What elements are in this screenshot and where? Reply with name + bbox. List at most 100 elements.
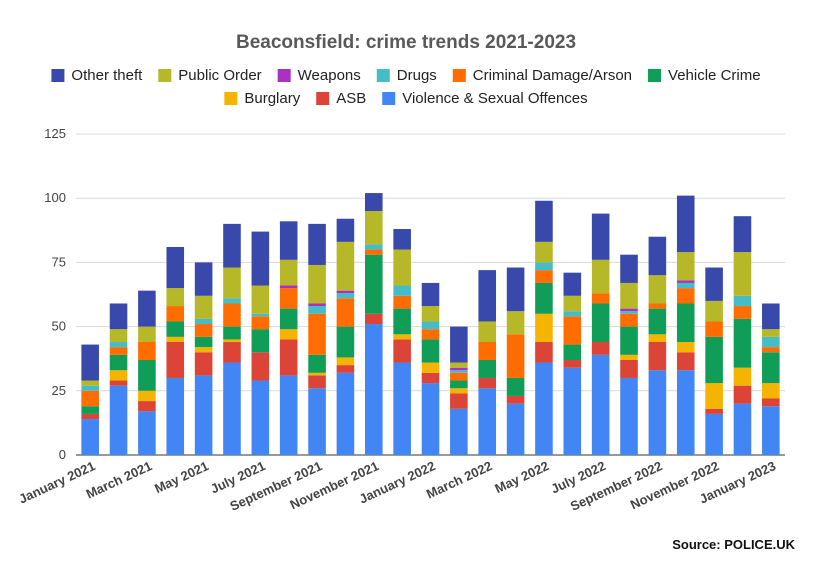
bar-segment-burglary [676, 342, 695, 353]
bar-segment-criminal-damage-arson [166, 306, 185, 322]
bar-segment-violence-sexual-offences [563, 367, 582, 455]
legend-swatch-drugs [376, 69, 390, 82]
bar-segment-vehicle-crime [535, 282, 553, 314]
bar-segment-public-order [251, 285, 270, 314]
bar-segment-other-theft [336, 218, 355, 242]
bar-segment-asb [535, 342, 553, 363]
bar-segment-asb [676, 352, 695, 371]
bar-segment-violence-sexual-offences [620, 377, 638, 455]
bar-segment-vehicle-crime [393, 308, 411, 335]
y-tick-label: 100 [44, 190, 66, 205]
bar-segment-asb [251, 352, 270, 381]
bar-segment-public-order [279, 259, 298, 286]
bar-segment-asb [450, 393, 468, 409]
x-tick-label: May 2021 [152, 458, 211, 496]
bar-segment-criminal-damage-arson [279, 288, 298, 309]
bar-segment-criminal-damage-arson [138, 342, 156, 360]
bar-segment-criminal-damage-arson [81, 390, 99, 407]
bar-segment-public-order [478, 321, 497, 343]
legend-swatch-violence-sexual-offences [382, 92, 396, 105]
bar-segment-public-order [421, 306, 440, 322]
bar-segment-burglary [223, 339, 241, 343]
bar-segment-vehicle-crime [81, 406, 99, 414]
bar-segment-drugs [450, 370, 468, 373]
bar-segment-violence-sexual-offences [535, 362, 553, 455]
bar-segment-burglary [450, 388, 468, 394]
bar-segment-asb [308, 375, 326, 389]
bar-segment-criminal-damage-arson [450, 372, 468, 381]
bar-segment-public-order [364, 211, 383, 245]
bar-segment-drugs [336, 293, 355, 299]
bar-segment-asb [336, 365, 355, 373]
bar-segment-public-order [336, 241, 355, 291]
bar-segment-vehicle-crime [733, 318, 752, 368]
bar-segment-drugs [194, 318, 213, 325]
bar-segment-vehicle-crime [591, 303, 610, 343]
bar-segment-burglary [138, 390, 156, 402]
bar-segment-drugs [733, 295, 752, 307]
bar-segment-burglary [393, 334, 411, 340]
bar-segment-vehicle-crime [563, 344, 582, 360]
bar-segment-drugs [762, 336, 780, 348]
bar-segment-criminal-damage-arson [393, 295, 411, 309]
bar-segment-violence-sexual-offences [279, 375, 298, 455]
bar-segment-violence-sexual-offences [648, 370, 667, 455]
bar-segment-violence-sexual-offences [733, 403, 752, 455]
bar-segment-criminal-damage-arson [364, 249, 383, 255]
bar-segment-asb [223, 342, 241, 363]
bar-segment-burglary [421, 362, 440, 373]
legend-swatch-vehicle-crime [648, 69, 662, 82]
bar-segment-asb [138, 401, 156, 412]
legend-swatch-public-order [158, 69, 172, 82]
bar-segment-criminal-damage-arson [733, 306, 752, 319]
bar-segment-drugs [676, 282, 695, 289]
bar-segment-public-order [194, 295, 213, 319]
chart-title: Beaconsfield: crime trends 2021-2023 [236, 32, 576, 53]
bar-segment-vehicle-crime [336, 326, 355, 358]
bar-segment-asb [648, 342, 667, 371]
bar-segment-drugs [109, 342, 128, 348]
bar-segment-drugs [81, 385, 99, 391]
legend-swatch-burglary [224, 92, 238, 105]
bar-segment-violence-sexual-offences [705, 413, 723, 455]
bar-segment-vehicle-crime [676, 303, 695, 343]
bar-segment-asb [393, 339, 411, 363]
bar-segment-asb [733, 385, 752, 404]
bar-segment-vehicle-crime [138, 359, 156, 391]
bar-segment-other-theft [223, 223, 241, 268]
legend-swatch-weapons [277, 69, 291, 82]
bar-segment-criminal-damage-arson [563, 316, 582, 345]
bar-segment-violence-sexual-offences [676, 370, 695, 455]
bar-segment-violence-sexual-offences [109, 385, 128, 455]
bars [81, 193, 780, 455]
legend-label-public-order: Public Order [178, 67, 261, 84]
bar-segment-weapons [279, 285, 298, 289]
bar-segment-other-theft [450, 326, 468, 363]
legend-swatch-other-theft [51, 69, 65, 82]
bar-segment-burglary [733, 367, 752, 386]
legend-swatch-asb [316, 92, 330, 105]
bar-segment-public-order [308, 264, 326, 304]
bar-segment-other-theft [81, 344, 99, 381]
legend-label-vehicle-crime: Vehicle Crime [668, 67, 761, 84]
bar-segment-public-order [109, 329, 128, 343]
bar-segment-asb [705, 408, 723, 414]
bar-segment-criminal-damage-arson [620, 313, 638, 327]
bar-segment-public-order [166, 288, 185, 307]
bar-segment-criminal-damage-arson [194, 324, 213, 337]
bar-segment-drugs [308, 306, 326, 314]
bar-segment-violence-sexual-offences [223, 362, 241, 455]
legend-label-burglary: Burglary [244, 90, 300, 107]
bar-segment-asb [279, 339, 298, 376]
bar-segment-vehicle-crime [223, 326, 241, 340]
bar-segment-violence-sexual-offences [194, 375, 213, 455]
bar-segment-asb [364, 313, 383, 325]
bar-segment-criminal-damage-arson [223, 303, 241, 327]
bar-segment-criminal-damage-arson [676, 288, 695, 304]
bar-segment-public-order [620, 282, 638, 309]
legend: Other theft Public Order Weapons Drugs Crimi… [51, 67, 761, 107]
bar-segment-public-order [648, 275, 667, 304]
bar-segment-violence-sexual-offences [364, 324, 383, 455]
